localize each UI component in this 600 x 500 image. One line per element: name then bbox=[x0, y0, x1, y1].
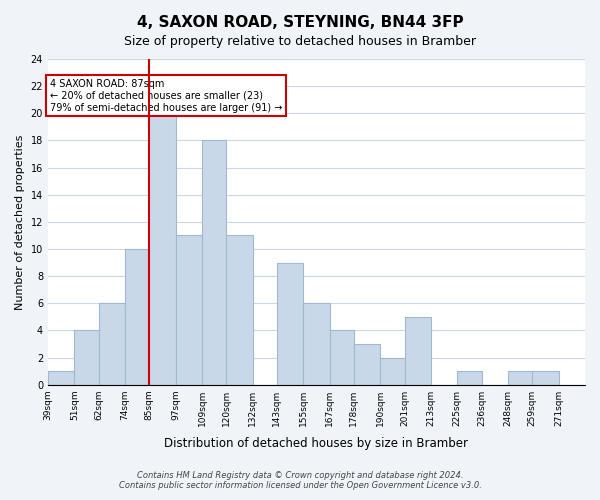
Bar bbox=[277, 262, 303, 384]
Y-axis label: Number of detached properties: Number of detached properties bbox=[15, 134, 25, 310]
Bar bbox=[176, 236, 202, 384]
Bar bbox=[380, 358, 404, 384]
Bar bbox=[149, 114, 176, 384]
Bar bbox=[354, 344, 380, 385]
Text: 4 SAXON ROAD: 87sqm
← 20% of detached houses are smaller (23)
79% of semi-detach: 4 SAXON ROAD: 87sqm ← 20% of detached ho… bbox=[50, 80, 283, 112]
Bar bbox=[404, 317, 431, 384]
Text: Size of property relative to detached houses in Bramber: Size of property relative to detached ho… bbox=[124, 35, 476, 48]
Bar bbox=[98, 303, 125, 384]
Text: Contains HM Land Registry data © Crown copyright and database right 2024.
Contai: Contains HM Land Registry data © Crown c… bbox=[119, 470, 481, 490]
Bar bbox=[457, 371, 482, 384]
Bar bbox=[303, 303, 329, 384]
Bar bbox=[125, 249, 149, 384]
Bar bbox=[74, 330, 98, 384]
X-axis label: Distribution of detached houses by size in Bramber: Distribution of detached houses by size … bbox=[164, 437, 469, 450]
Text: 4, SAXON ROAD, STEYNING, BN44 3FP: 4, SAXON ROAD, STEYNING, BN44 3FP bbox=[137, 15, 463, 30]
Bar bbox=[202, 140, 226, 384]
Bar bbox=[329, 330, 354, 384]
Bar bbox=[532, 371, 559, 384]
Bar bbox=[226, 236, 253, 384]
Bar bbox=[48, 371, 74, 384]
Bar bbox=[508, 371, 532, 384]
